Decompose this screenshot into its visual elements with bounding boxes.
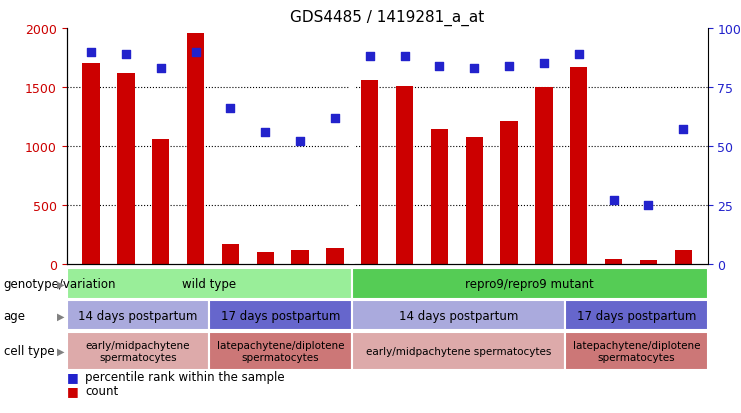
Bar bbox=[187, 33, 205, 264]
Bar bbox=[361, 81, 379, 264]
Point bbox=[294, 139, 306, 145]
Text: percentile rank within the sample: percentile rank within the sample bbox=[85, 370, 285, 384]
Bar bbox=[117, 74, 135, 264]
Text: early/midpachytene
spermatocytes: early/midpachytene spermatocytes bbox=[86, 340, 190, 362]
Text: 17 days postpartum: 17 days postpartum bbox=[221, 309, 340, 322]
Point bbox=[642, 202, 654, 209]
Text: repro9/repro9 mutant: repro9/repro9 mutant bbox=[465, 278, 594, 290]
Point bbox=[85, 49, 97, 56]
Point bbox=[677, 127, 689, 133]
Text: latepachytene/diplotene
spermatocytes: latepachytene/diplotene spermatocytes bbox=[573, 340, 700, 362]
Bar bbox=[256, 252, 274, 264]
Text: age: age bbox=[4, 309, 26, 322]
Title: GDS4485 / 1419281_a_at: GDS4485 / 1419281_a_at bbox=[290, 10, 485, 26]
Bar bbox=[674, 250, 692, 264]
Bar bbox=[152, 140, 170, 264]
Bar bbox=[326, 249, 344, 264]
Point bbox=[190, 49, 202, 56]
Point bbox=[120, 52, 132, 58]
Point bbox=[573, 52, 585, 58]
Point bbox=[503, 63, 515, 70]
Text: 14 days postpartum: 14 days postpartum bbox=[399, 309, 518, 322]
Point bbox=[329, 115, 341, 122]
Point bbox=[364, 54, 376, 60]
Bar bbox=[639, 260, 657, 264]
Point bbox=[155, 66, 167, 72]
Bar bbox=[222, 245, 239, 264]
Bar bbox=[396, 87, 413, 264]
Point bbox=[433, 63, 445, 70]
Text: genotype/variation: genotype/variation bbox=[4, 278, 116, 290]
Text: wild type: wild type bbox=[182, 278, 236, 290]
Text: latepachytene/diplotene
spermatocytes: latepachytene/diplotene spermatocytes bbox=[216, 340, 344, 362]
Point bbox=[259, 129, 271, 136]
Point bbox=[608, 197, 619, 204]
Point bbox=[399, 54, 411, 60]
Bar bbox=[605, 260, 622, 264]
Bar bbox=[535, 88, 553, 264]
Text: early/midpachytene spermatocytes: early/midpachytene spermatocytes bbox=[366, 346, 551, 356]
Text: ▶: ▶ bbox=[57, 311, 64, 320]
Bar bbox=[500, 122, 518, 264]
Text: ■: ■ bbox=[67, 370, 79, 384]
Text: ▶: ▶ bbox=[57, 346, 64, 356]
Text: 17 days postpartum: 17 days postpartum bbox=[576, 309, 696, 322]
Point bbox=[468, 66, 480, 72]
Text: cell type: cell type bbox=[4, 344, 54, 358]
Point bbox=[538, 61, 550, 67]
Text: ▶: ▶ bbox=[57, 279, 64, 289]
Text: count: count bbox=[85, 384, 119, 397]
Bar bbox=[82, 64, 100, 264]
Bar bbox=[291, 250, 309, 264]
Bar bbox=[570, 68, 588, 264]
Point bbox=[225, 106, 236, 112]
Text: 14 days postpartum: 14 days postpartum bbox=[79, 309, 198, 322]
Bar bbox=[431, 130, 448, 264]
Text: ■: ■ bbox=[67, 384, 79, 397]
Bar bbox=[465, 138, 483, 264]
